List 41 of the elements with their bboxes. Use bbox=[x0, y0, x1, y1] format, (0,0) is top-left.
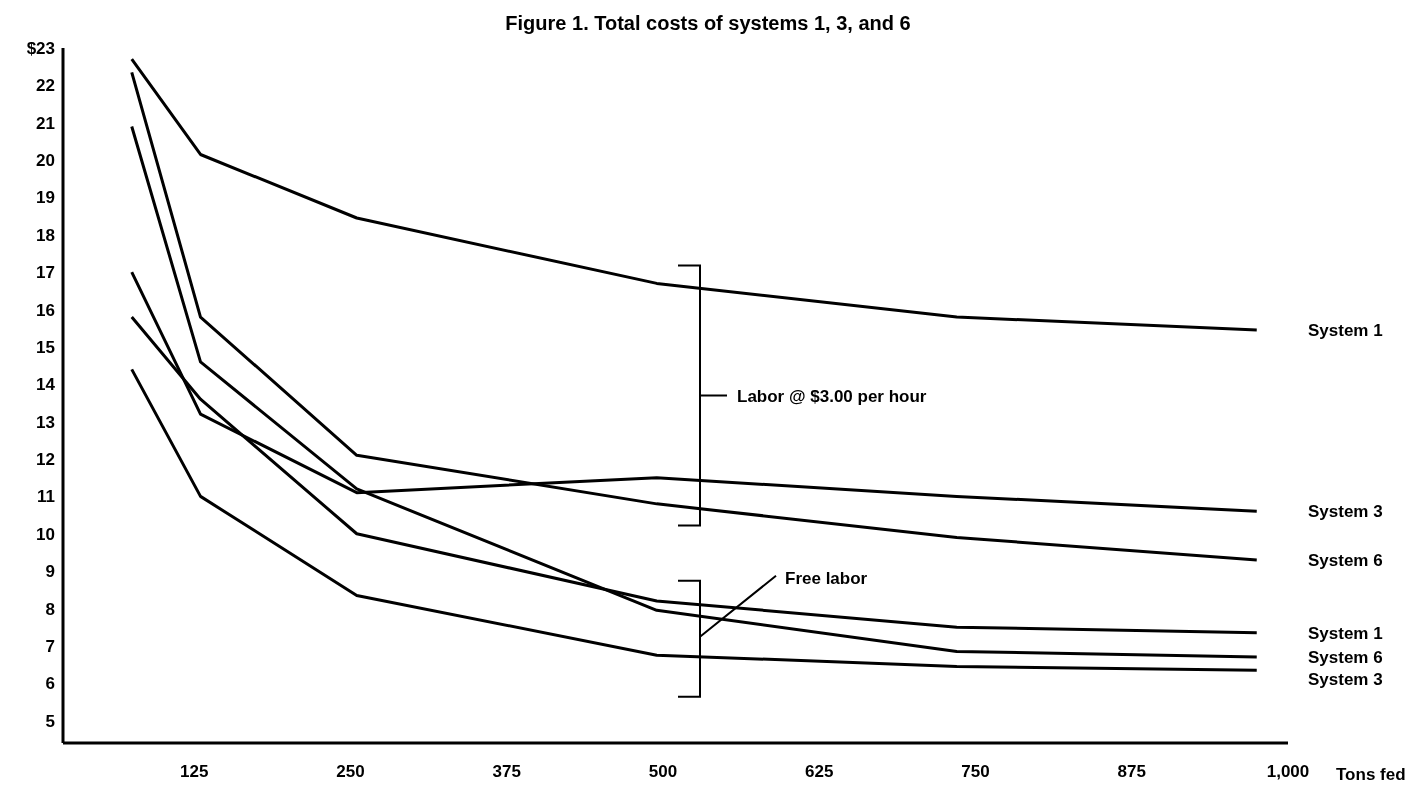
y-tick-label: 22 bbox=[36, 76, 55, 96]
y-tick-label: 6 bbox=[45, 674, 55, 694]
text: System 6 bbox=[1308, 550, 1383, 570]
line-series bbox=[130, 124, 1259, 659]
y-tick-label: 5 bbox=[45, 711, 55, 731]
x-tick-label: 750 bbox=[961, 762, 990, 782]
x-tick-label: 375 bbox=[492, 762, 521, 782]
x-tick-label: 125 bbox=[180, 762, 209, 782]
x-axis-title: Tons fed bbox=[1336, 765, 1406, 784]
x-tick-label: 875 bbox=[1117, 762, 1146, 782]
y-tick-label: 10 bbox=[36, 524, 55, 544]
y-tick-label: 21 bbox=[36, 113, 55, 133]
line-series bbox=[130, 367, 1259, 672]
line-series bbox=[130, 57, 1259, 332]
y-tick-label: 13 bbox=[36, 412, 55, 432]
y-tick-label: 7 bbox=[45, 636, 55, 656]
y-tick-label: 12 bbox=[36, 450, 55, 470]
x-tick-label: 1,000 bbox=[1266, 762, 1310, 782]
y-tick-label: 16 bbox=[36, 300, 55, 320]
text: System 3 bbox=[1308, 502, 1383, 522]
y-tick-label: 20 bbox=[36, 151, 55, 171]
y-tick-label: 18 bbox=[36, 225, 55, 245]
y-tick-label: 15 bbox=[36, 337, 55, 357]
annotation: Free labor bbox=[785, 568, 868, 588]
y-tick-label: 9 bbox=[45, 562, 55, 582]
y-tick-label: 8 bbox=[45, 599, 55, 619]
text: System 1 bbox=[1308, 321, 1383, 341]
x-tick-label: 500 bbox=[648, 762, 678, 782]
chart-title: Figure 1. Total costs of systems 1, 3, and 6 bbox=[505, 12, 911, 34]
text: System 1 bbox=[1308, 623, 1383, 643]
x-tick-label: 250 bbox=[336, 762, 365, 782]
y-tick-label: 11 bbox=[37, 487, 55, 507]
x-tick-label: 625 bbox=[805, 762, 834, 782]
y-tick-label: 17 bbox=[36, 263, 55, 283]
y-tick-label: 14 bbox=[36, 375, 56, 395]
y-tick-label: $23 bbox=[26, 39, 55, 59]
text: System 3 bbox=[1308, 670, 1383, 690]
annotation: Labor @ $3.00 per hour bbox=[737, 386, 927, 406]
y-tick-label: 19 bbox=[36, 188, 55, 208]
line-series bbox=[130, 70, 1259, 562]
text: System 6 bbox=[1308, 648, 1383, 668]
